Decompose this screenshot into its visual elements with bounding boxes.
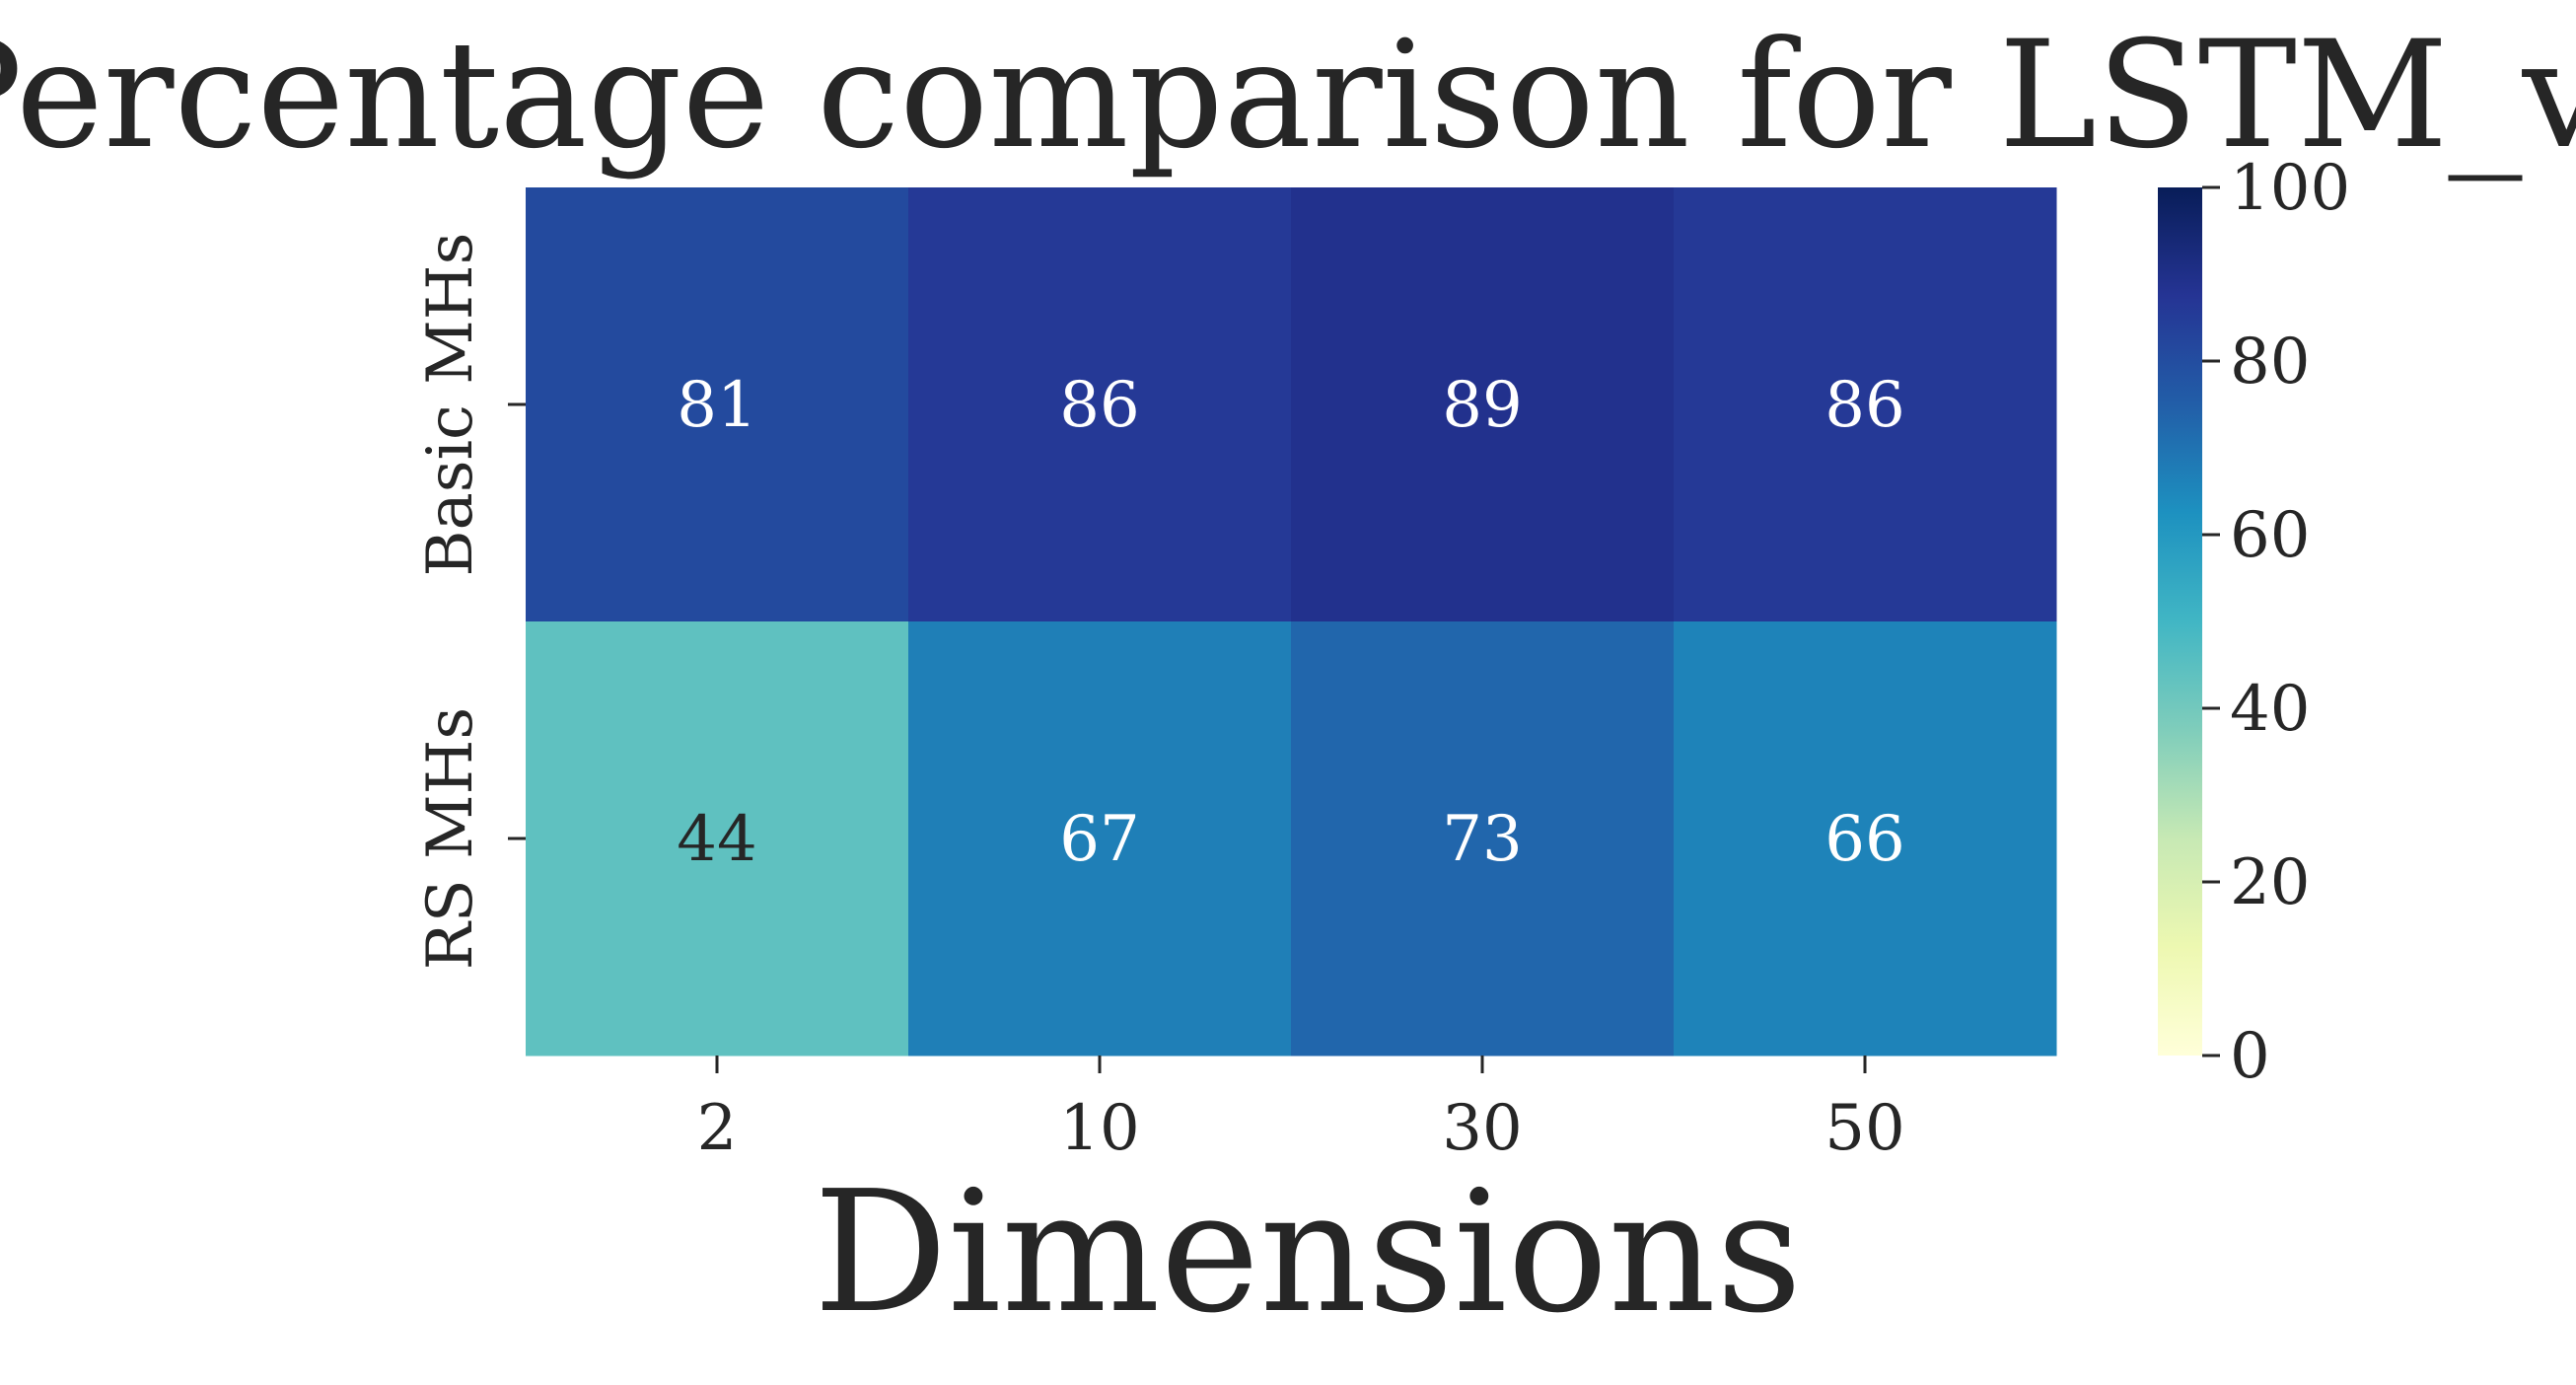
heatmap-cell-label: 89: [1442, 369, 1522, 442]
heatmap-cell-label: 81: [677, 369, 756, 442]
heatmap-cell-label: 66: [1825, 803, 1904, 876]
y-axis: Basic MHs RS MHs: [414, 233, 526, 971]
heatmap-cells: 81 86 89 86 44 67 73 66: [526, 187, 2057, 1057]
heatmap-cell-label: 67: [1059, 803, 1139, 876]
x-tick-label: 50: [1825, 1092, 1904, 1165]
heatmap-cell-label: 44: [677, 803, 756, 876]
heatmap-cell-label: 73: [1442, 803, 1522, 876]
x-tick-label: 30: [1442, 1092, 1522, 1165]
heatmap-cell: [908, 187, 1292, 622]
colorbar-tick-label: 0: [2230, 1020, 2270, 1093]
heatmap-cell: [1291, 187, 1675, 622]
heatmap-cell-label: 86: [1059, 369, 1139, 442]
colorbar-tick-label: 80: [2230, 326, 2310, 399]
heatmap-cell: [1674, 621, 2057, 1057]
x-tick-label: 2: [697, 1092, 738, 1165]
colorbar: [2158, 187, 2202, 1056]
x-tick-label: 10: [1059, 1092, 1139, 1165]
colorbar-ticks: 0 20 40 60 80 100: [2202, 152, 2350, 1093]
colorbar-tick-label: 20: [2230, 846, 2310, 919]
chart-title: Percentage comparison for LSTM_vl: [0, 10, 2576, 182]
heatmap-cell: [1291, 621, 1675, 1057]
heatmap-cell: [908, 621, 1292, 1057]
colorbar-tick-label: 60: [2230, 499, 2310, 572]
heatmap-cell: [526, 187, 909, 622]
x-axis: 2 10 30 50: [697, 1056, 1905, 1165]
y-tick-label: RS MHs: [414, 707, 487, 971]
heatmap-cell-label: 86: [1825, 369, 1904, 442]
colorbar-tick-label: 100: [2230, 152, 2350, 225]
y-tick-label: Basic MHs: [414, 233, 487, 577]
x-axis-label: Dimensions: [814, 1155, 1803, 1350]
heatmap-cell: [1674, 187, 2057, 622]
colorbar-tick-label: 40: [2230, 673, 2310, 746]
heatmap-cell: [526, 621, 909, 1057]
